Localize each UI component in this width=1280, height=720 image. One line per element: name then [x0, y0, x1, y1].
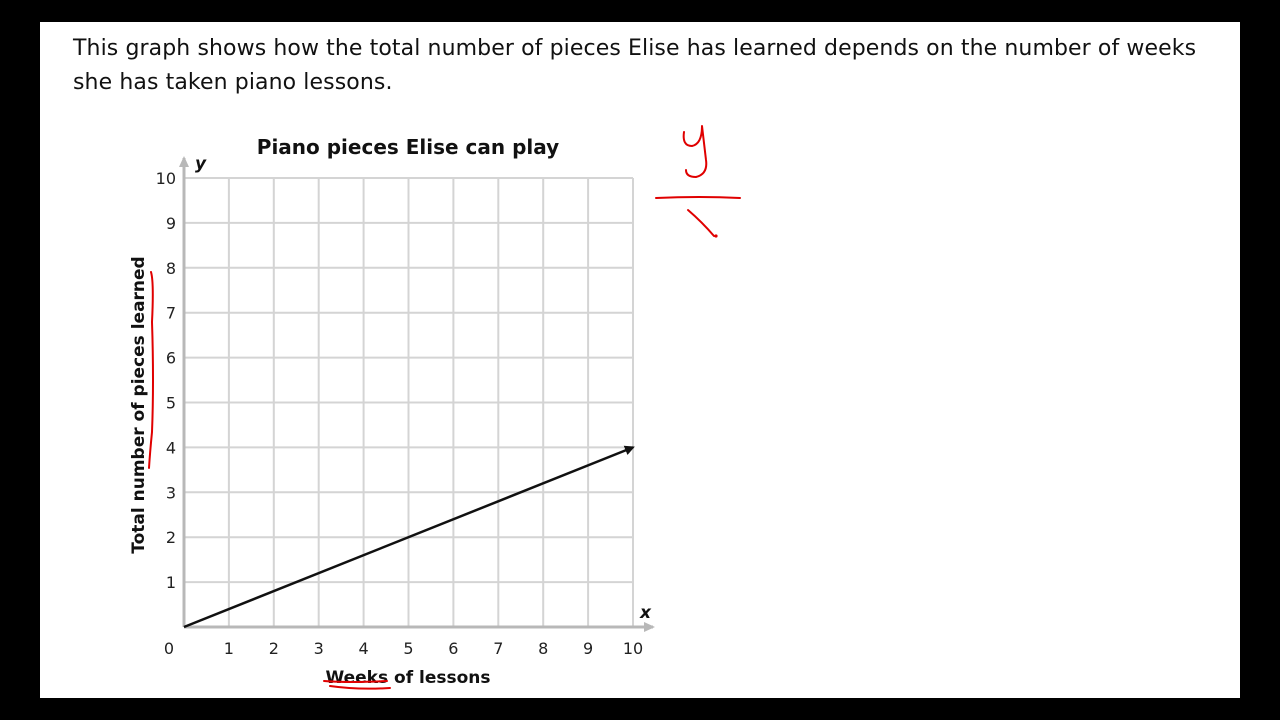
y-tick-label: 2	[166, 528, 176, 547]
x-tick-label: 1	[224, 639, 234, 658]
axes	[179, 156, 655, 632]
gridlines	[184, 177, 634, 627]
x-tick-label: 8	[538, 639, 548, 658]
x-tick-label: 3	[314, 639, 324, 658]
y-tick-label: 9	[166, 214, 176, 233]
y-tick-label: 6	[166, 349, 176, 368]
handwritten-fraction-bar	[655, 196, 741, 199]
y-tick-label: 5	[166, 394, 176, 413]
handwritten-dot	[714, 234, 718, 238]
x-tick-label: 10	[623, 639, 643, 658]
x-tick-label: 0	[164, 639, 174, 658]
handwritten-y-mark	[682, 125, 708, 178]
series-line	[183, 445, 635, 629]
tick-labels: 0 1 2 3 4 5 6 7 8 9 10 1 2 3 4 5 6 7 8 9 10	[156, 169, 644, 658]
y-tick-label: 1	[166, 573, 176, 592]
handwritten-y-label-underline	[148, 271, 154, 469]
y-axis-letter: y	[195, 154, 207, 174]
y-tick-label: 3	[166, 483, 176, 502]
x-axis-title: Weeks of lessons	[325, 668, 490, 688]
handwritten-weeks-underline	[323, 680, 391, 690]
x-axis-letter: x	[639, 603, 652, 623]
x-tick-label: 9	[583, 639, 593, 658]
chart-title: Piano pieces Elise can play	[257, 135, 559, 159]
x-tick-label: 7	[493, 639, 503, 658]
y-tick-label: 4	[166, 438, 176, 457]
y-tick-label: 10	[156, 169, 176, 188]
x-tick-label: 4	[359, 639, 369, 658]
question-text: This graph shows how the total number of…	[73, 36, 1197, 95]
x-tick-label: 6	[448, 639, 458, 658]
x-tick-label: 2	[269, 639, 279, 658]
handwritten-one-mark	[687, 209, 715, 237]
handwritten-annotations	[148, 125, 741, 690]
x-tick-label: 5	[403, 639, 413, 658]
y-tick-label: 8	[166, 259, 176, 278]
data-series	[183, 445, 635, 629]
worksheet-page: This graph shows how the total number of…	[40, 22, 1240, 698]
line-chart: 0 1 2 3 4 5 6 7 8 9 10 1 2 3 4 5 6 7 8 9 10 Piano pieces Eli…	[129, 125, 741, 690]
y-tick-label: 7	[166, 304, 176, 323]
y-axis-title: Total number of pieces learned	[129, 256, 149, 553]
